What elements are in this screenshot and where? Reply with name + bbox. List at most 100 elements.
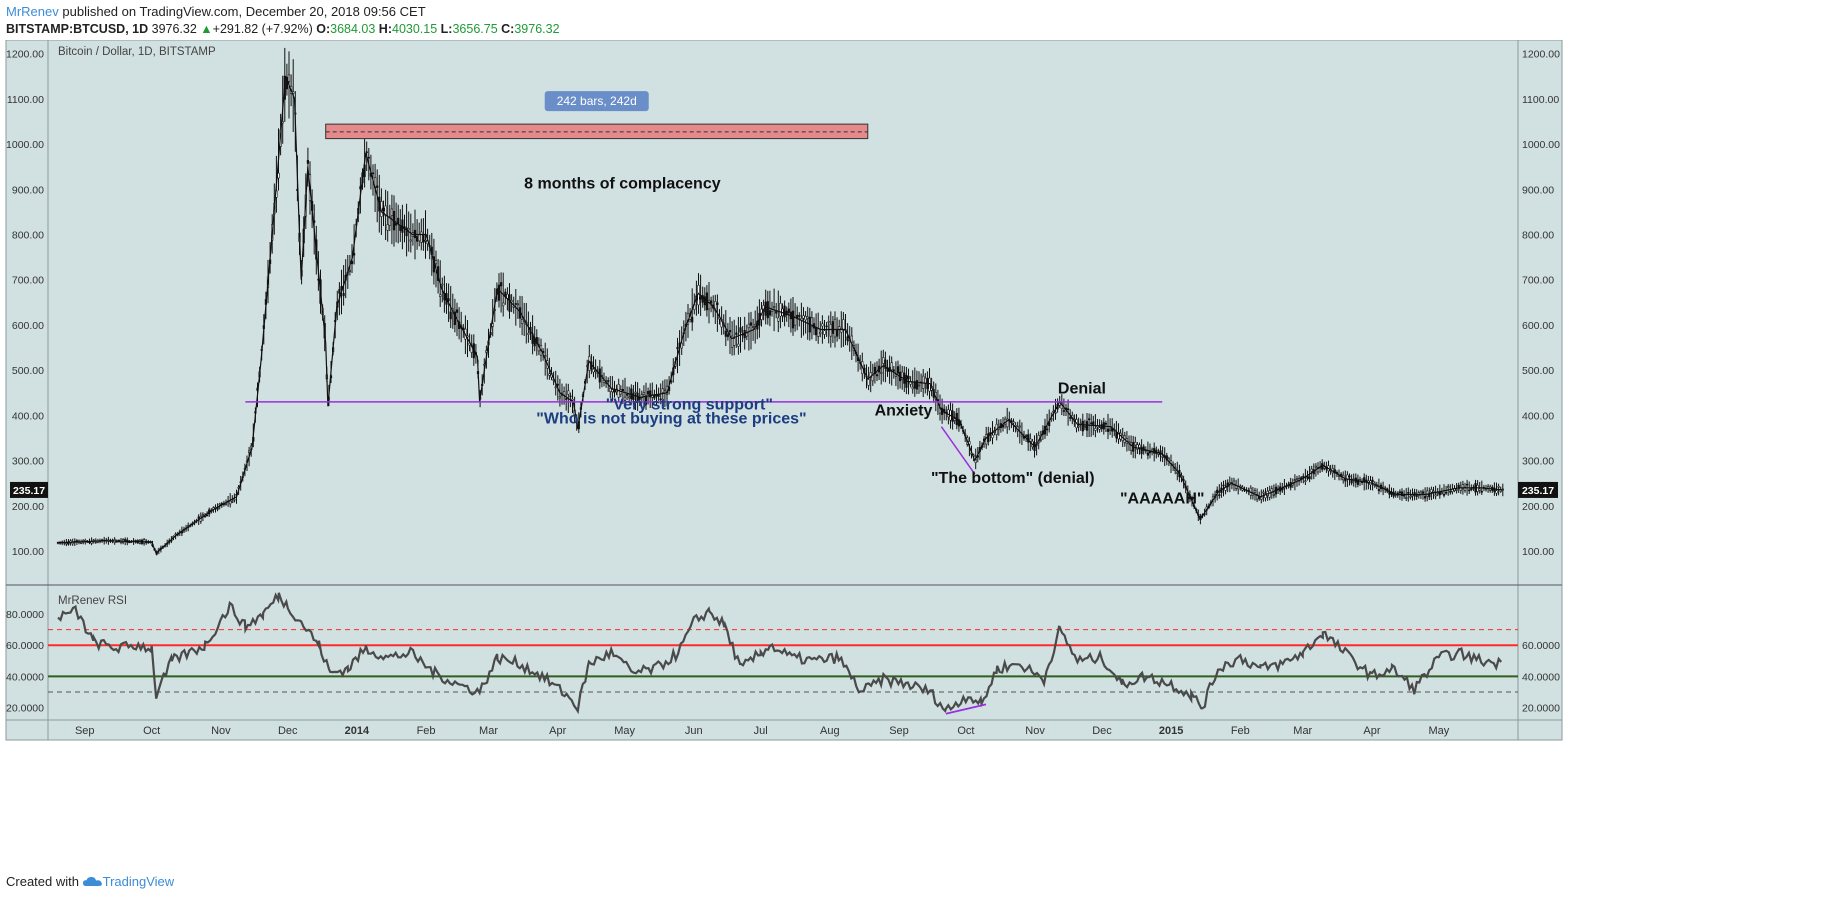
candle-body xyxy=(65,542,68,545)
published-info: published on TradingView.com, December 2… xyxy=(62,4,426,19)
candle-body xyxy=(548,373,551,376)
price-tick-right: 700.00 xyxy=(1522,275,1554,287)
rsi-tick-right: 60.0000 xyxy=(1522,640,1560,652)
candle-body xyxy=(640,394,643,399)
candle-body xyxy=(917,384,921,387)
candle-body xyxy=(407,228,410,231)
candle-body xyxy=(510,300,513,303)
time-tick: Apr xyxy=(1363,725,1380,737)
candle-body xyxy=(1136,444,1139,450)
candle-body xyxy=(394,223,398,226)
candle-body xyxy=(367,156,370,159)
annotation-4: "The bottom" (denial) xyxy=(931,470,1095,487)
rsi-pane-title: MrRenev RSI xyxy=(58,595,127,607)
candle-body xyxy=(1455,489,1458,491)
symbol-label: BITSTAMP:BTCUSD, 1D xyxy=(6,22,149,36)
candle-body xyxy=(516,303,519,306)
time-tick: Oct xyxy=(957,725,974,737)
candle-body xyxy=(1081,420,1084,432)
annotation-5: Denial xyxy=(1058,381,1106,398)
open-label: O: xyxy=(316,22,331,36)
candle-body xyxy=(791,310,795,329)
candle-body xyxy=(1480,490,1483,493)
candle-body xyxy=(203,515,207,518)
candle-body xyxy=(306,160,310,164)
candle-body xyxy=(527,332,530,335)
candle-body xyxy=(947,409,950,418)
candle-body xyxy=(124,539,127,541)
candle-body xyxy=(415,236,419,242)
price-tick-right: 1200.00 xyxy=(1522,49,1560,61)
candle-body xyxy=(371,172,375,175)
high-label: H: xyxy=(378,22,392,36)
time-tick: May xyxy=(614,725,635,737)
candle-body xyxy=(793,317,797,326)
time-tick: May xyxy=(1428,725,1449,737)
candle-body xyxy=(901,371,904,380)
candle-body xyxy=(922,375,925,389)
candle-body xyxy=(835,329,839,337)
candle-body xyxy=(1497,485,1500,488)
candle-body xyxy=(1146,452,1149,456)
price-tick-right: 400.00 xyxy=(1522,410,1554,422)
candle-body xyxy=(1411,494,1414,497)
candle-body xyxy=(880,372,883,374)
price-tick-right: 800.00 xyxy=(1522,229,1554,241)
candle-body xyxy=(745,332,748,337)
time-tick: Apr xyxy=(549,725,566,737)
candle-body xyxy=(787,308,790,314)
rsi-tick-right: 40.0000 xyxy=(1522,671,1560,683)
candle-body xyxy=(751,326,755,328)
candle-body xyxy=(1020,434,1023,437)
candle-body xyxy=(233,499,236,501)
candle-body xyxy=(376,185,379,188)
candle-body xyxy=(1405,497,1408,499)
candle-body xyxy=(1109,428,1112,431)
candle-body xyxy=(365,151,368,154)
candle-body xyxy=(642,392,645,395)
candle-body xyxy=(1449,491,1452,493)
price-tick-right: 1000.00 xyxy=(1522,139,1560,151)
time-tick: Dec xyxy=(1092,725,1112,737)
candle-body xyxy=(569,395,572,398)
candle-body xyxy=(1442,494,1446,496)
time-tick: Aug xyxy=(820,725,840,737)
candle-body xyxy=(1012,421,1015,424)
candle-body xyxy=(649,390,652,398)
candle-body xyxy=(924,377,927,384)
candle-body xyxy=(449,311,452,320)
candle-body xyxy=(420,231,423,243)
author-link[interactable]: MrRenev xyxy=(6,4,59,19)
candle-body xyxy=(1293,479,1296,482)
price-tick-right: 200.00 xyxy=(1522,501,1554,513)
candle-body xyxy=(1310,468,1313,472)
candle-body xyxy=(1348,475,1351,478)
candle-body xyxy=(1039,439,1042,441)
candle-body xyxy=(1302,476,1305,478)
candle-body xyxy=(514,303,517,305)
candle-body xyxy=(1424,496,1427,499)
tradingview-link[interactable]: TradingView xyxy=(102,874,175,889)
time-tick: Mar xyxy=(479,725,498,737)
candle-body xyxy=(1085,421,1089,431)
price-tick-left: 600.00 xyxy=(12,320,44,332)
candle-body xyxy=(1400,491,1404,496)
price-tick-left: 300.00 xyxy=(12,456,44,468)
candle-body xyxy=(661,388,664,393)
chart-area[interactable]: 100.00 100.00 200.00 200.00 300.00 300.00 400.… xyxy=(0,40,1828,860)
annotation-3: Anxiety xyxy=(875,402,933,419)
candle-body xyxy=(785,310,788,316)
candle-body xyxy=(1262,491,1265,494)
candle-body xyxy=(1461,484,1464,490)
candle-body xyxy=(565,398,568,400)
candle-body xyxy=(894,374,897,377)
candle-body xyxy=(1304,480,1307,483)
candle-body xyxy=(953,418,956,421)
candle-body xyxy=(1094,428,1097,431)
candle-body xyxy=(728,330,732,333)
candle-body xyxy=(1415,495,1418,497)
candle-body xyxy=(224,503,228,505)
candle-body xyxy=(632,393,635,401)
candle-body xyxy=(628,396,631,399)
candle-body xyxy=(388,216,391,226)
